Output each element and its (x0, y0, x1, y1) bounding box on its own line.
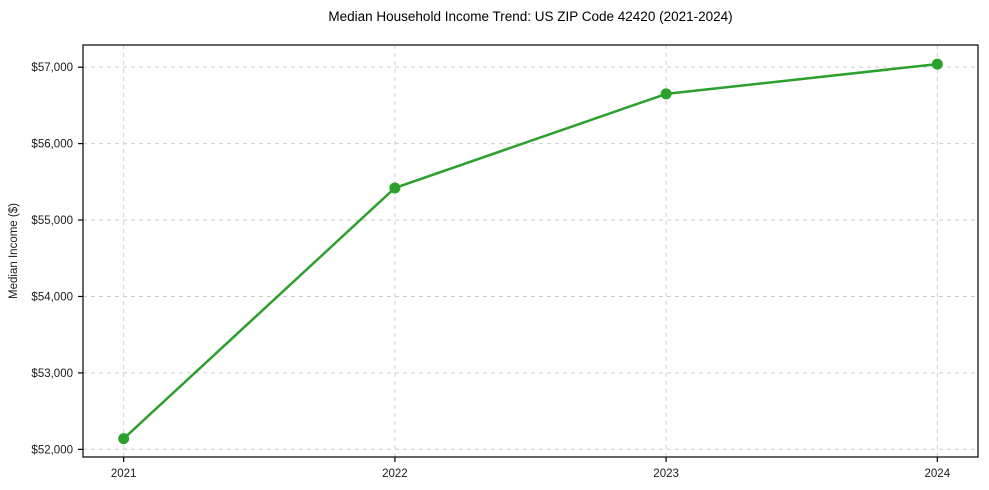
x-tick-label: 2024 (925, 468, 951, 480)
x-tick-label: 2022 (382, 468, 408, 480)
data-point-2022 (389, 182, 401, 194)
x-tick-label: 2023 (653, 468, 679, 480)
data-point-2023 (660, 88, 672, 100)
y-tick-label: $56,000 (31, 139, 73, 151)
y-tick-label: $54,000 (31, 291, 73, 303)
y-tick-label: $55,000 (31, 215, 73, 227)
data-point-2024 (931, 58, 943, 70)
y-tick-label: $53,000 (31, 368, 73, 380)
y-tick-label: $57,000 (31, 62, 73, 74)
y-tick-label: $52,000 (31, 444, 73, 456)
x-tick-label: 2021 (111, 468, 137, 480)
plot-border (82, 44, 979, 458)
data-line (122, 62, 939, 440)
data-point-2021 (118, 433, 130, 445)
chart-title: Median Household Income Trend: US ZIP Co… (328, 9, 733, 24)
